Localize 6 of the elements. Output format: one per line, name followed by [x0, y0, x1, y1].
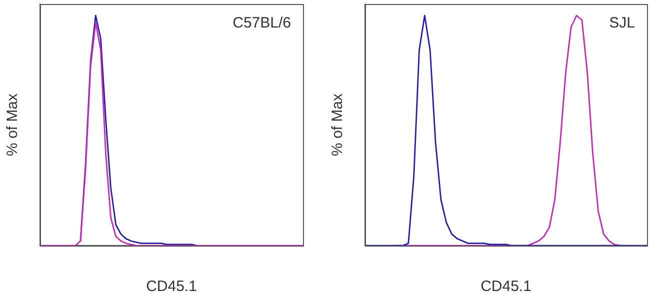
y-axis-title: % of Max [329, 93, 346, 156]
annotation: SJL [609, 14, 635, 32]
y-axis-title: % of Max [4, 93, 22, 156]
x-axis-title: CD45.1 [146, 278, 197, 296]
x-axis-title: CD45.1 [480, 278, 532, 296]
annotation: C57BL/6 [232, 14, 291, 32]
